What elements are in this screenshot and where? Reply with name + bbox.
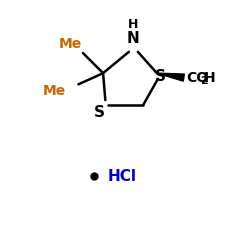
Text: H: H [128, 17, 138, 31]
Text: 2: 2 [199, 76, 207, 86]
Text: S: S [94, 105, 105, 120]
Text: N: N [126, 31, 139, 46]
Polygon shape [156, 73, 184, 81]
Text: Me: Me [59, 37, 82, 51]
Text: Me: Me [43, 84, 66, 98]
Text: S: S [154, 69, 165, 84]
Text: HCl: HCl [107, 169, 136, 184]
Text: H: H [203, 71, 214, 85]
Text: CO: CO [185, 71, 207, 85]
